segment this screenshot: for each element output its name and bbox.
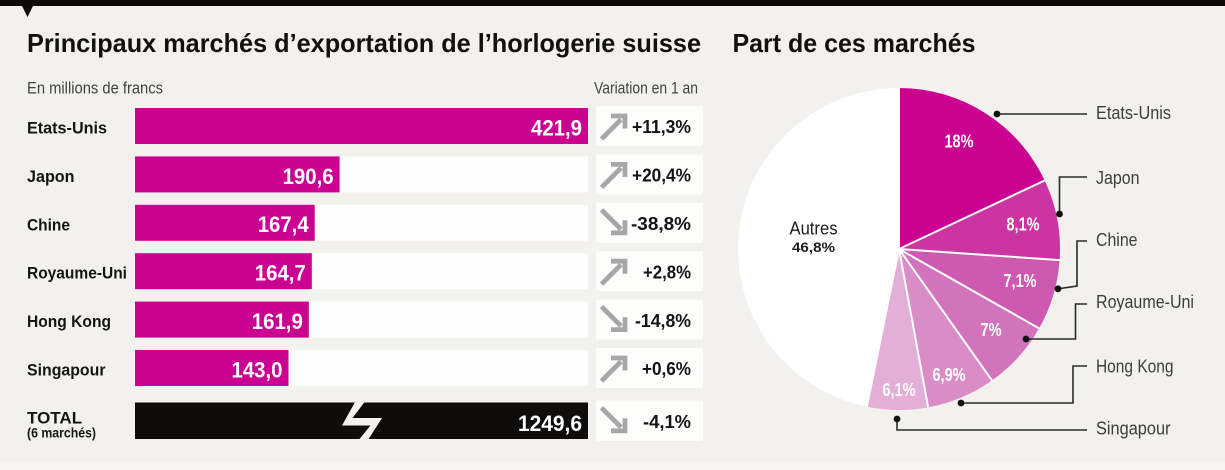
svg-text:+2,8%: +2,8% [643,261,691,282]
svg-text:+0,6%: +0,6% [642,358,691,379]
svg-text:46,8%: 46,8% [792,240,835,255]
svg-text:TOTAL: TOTAL [27,409,82,428]
svg-text:Hong Kong: Hong Kong [1096,357,1174,377]
svg-text:6,1%: 6,1% [883,380,916,400]
svg-text:+20,4%: +20,4% [632,165,691,186]
svg-text:Autres: Autres [790,219,838,239]
svg-text:Royaume-Uni: Royaume-Uni [1096,292,1194,312]
svg-text:190,6: 190,6 [283,164,334,189]
svg-text:Etats-Unis: Etats-Unis [27,119,107,138]
svg-text:Etats-Unis: Etats-Unis [1096,103,1171,123]
svg-text:8,1%: 8,1% [1007,215,1040,235]
svg-text:421,9: 421,9 [531,115,582,140]
svg-text:143,0: 143,0 [232,357,283,382]
svg-text:Singapour: Singapour [27,361,106,380]
svg-text:1249,6: 1249,6 [518,411,582,436]
svg-text:Singapour: Singapour [1096,418,1171,438]
svg-text:Part de ces marchés: Part de ces marchés [733,28,976,58]
svg-text:Japon: Japon [1096,168,1140,188]
svg-text:Variation en 1 an: Variation en 1 an [594,79,698,98]
svg-text:Principaux marchés d’exportati: Principaux marchés d’exportation de l’ho… [27,28,701,58]
svg-text:Chine: Chine [1096,230,1138,250]
svg-text:En millions de francs: En millions de francs [27,79,163,98]
svg-text:Royaume-Uni: Royaume-Uni [27,264,127,283]
svg-text:Chine: Chine [27,215,70,234]
svg-text:-38,8%: -38,8% [631,213,691,234]
svg-text:Japon: Japon [27,167,75,186]
svg-text:161,9: 161,9 [252,309,303,334]
svg-text:6,9%: 6,9% [933,365,966,385]
svg-text:7%: 7% [981,320,1002,340]
svg-text:(6 marchés): (6 marchés) [27,426,96,441]
svg-text:18%: 18% [945,131,974,151]
svg-text:-14,8%: -14,8% [635,310,691,331]
svg-text:167,4: 167,4 [258,212,310,237]
svg-text:Hong Kong: Hong Kong [27,312,111,331]
svg-text:164,7: 164,7 [255,261,306,286]
svg-text:7,1%: 7,1% [1004,271,1037,291]
svg-text:-4,1%: -4,1% [643,411,691,432]
svg-text:+11,3%: +11,3% [632,116,691,137]
